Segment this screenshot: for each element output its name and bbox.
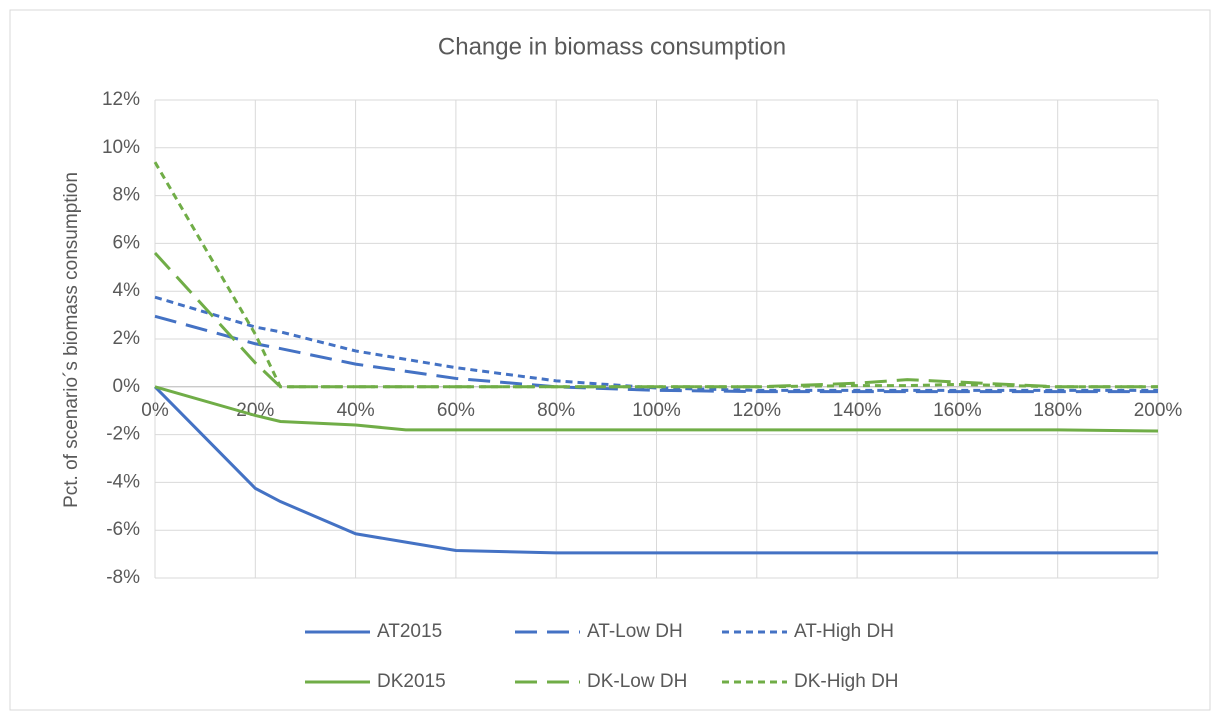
series-line (153, 385, 1158, 555)
series-line (154, 385, 1159, 433)
x-tick-label: 100% (632, 400, 681, 421)
y-tick-label: -6% (106, 519, 140, 540)
y-tick-label: 8% (113, 185, 141, 206)
x-tick-label: 20% (236, 400, 274, 421)
legend-label: AT-High DH (794, 621, 894, 642)
x-tick-label: 0% (141, 400, 169, 421)
y-axis-label: Pct. of scenario´s biomass consumption (61, 172, 82, 508)
x-tick-label: 180% (1033, 400, 1082, 421)
y-tick-label: -4% (106, 471, 140, 492)
y-tick-label: 2% (113, 328, 141, 349)
y-tick-label: 12% (102, 89, 140, 110)
legend-label: DK2015 (377, 671, 446, 692)
y-tick-label: 4% (113, 280, 141, 301)
x-tick-label: 140% (833, 400, 882, 421)
chart-border (9, 9, 1211, 711)
x-tick-label: 120% (732, 400, 781, 421)
legend-label: AT-Low DH (587, 621, 683, 642)
legend-label: AT2015 (377, 621, 442, 642)
legend-label: DK-High DH (794, 671, 899, 692)
legend-label: DK-Low DH (587, 671, 687, 692)
y-tick-label: 0% (113, 376, 141, 397)
y-tick-label: 6% (113, 232, 141, 253)
x-tick-label: 200% (1134, 400, 1183, 421)
chart-title: Change in biomass consumption (438, 33, 786, 60)
y-tick-label: -8% (106, 567, 140, 588)
x-tick-label: 80% (537, 400, 575, 421)
series-line (153, 161, 1158, 389)
series-line (154, 314, 1158, 394)
x-tick-label: 40% (337, 400, 375, 421)
x-tick-label: 60% (437, 400, 475, 421)
y-tick-label: -2% (106, 424, 140, 445)
y-tick-label: 10% (102, 137, 140, 158)
x-tick-label: 160% (933, 400, 982, 421)
series-line (154, 295, 1158, 392)
